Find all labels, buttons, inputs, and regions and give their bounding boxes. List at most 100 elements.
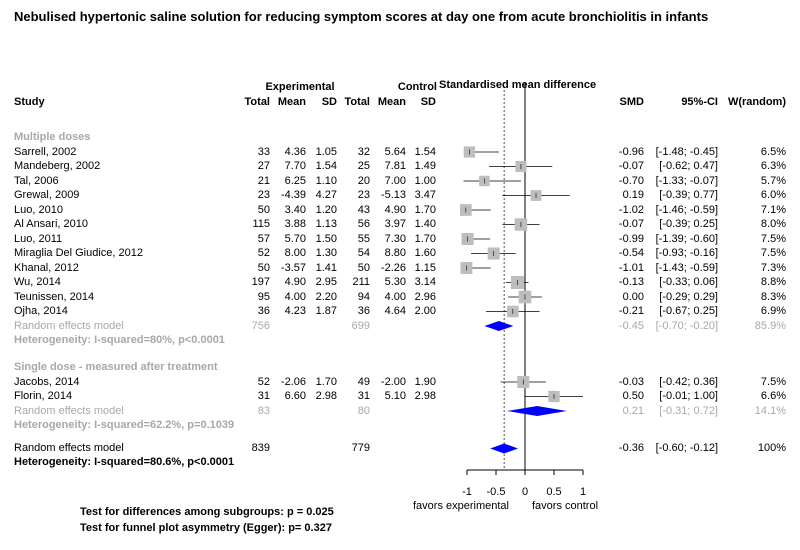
e-total: 23 <box>257 189 270 201</box>
c-total: 25 <box>357 160 370 172</box>
e-total: 95 <box>257 290 270 303</box>
c-sd: 1.90 <box>414 375 436 388</box>
c-sd: 2.00 <box>414 305 436 317</box>
subgroup-diamond <box>507 406 567 416</box>
ci-value: [-1.39; -0.60] <box>655 232 718 245</box>
smd-value: -0.36 <box>618 442 644 454</box>
e-total: 21 <box>257 174 270 187</box>
e-mean: 6.60 <box>284 390 306 402</box>
smd-value: -0.70 <box>618 174 644 187</box>
weight-value: 7.5% <box>760 247 786 259</box>
smd-value: -0.13 <box>618 276 644 288</box>
header-effect: Standardised mean difference <box>439 79 597 91</box>
c-mean: 4.00 <box>384 290 406 303</box>
e-total: 115 <box>252 218 270 230</box>
weight-value: 7.5% <box>760 375 786 388</box>
c-total: 23 <box>357 189 370 201</box>
study-name: Tal, 2006 <box>14 174 59 187</box>
e-mean: 7.70 <box>284 160 306 172</box>
study-name: Luo, 2011 <box>14 232 63 245</box>
ci-value: [-0.93; -0.16] <box>655 247 718 259</box>
c-mean: 3.97 <box>384 218 406 230</box>
e-total: 839 <box>251 442 270 454</box>
header-experimental: Experimental <box>265 81 335 93</box>
e-sd: 2.95 <box>315 276 337 288</box>
ci-value: [-0.31; 0.72] <box>659 404 718 417</box>
e-total: 27 <box>257 160 270 172</box>
header-study: Study <box>14 96 45 108</box>
ci-value: [-0.39; 0.25] <box>659 218 718 230</box>
header-e-sd: SD <box>321 96 337 108</box>
ci-value: [-0.62; 0.47] <box>659 160 718 172</box>
smd-value: -0.99 <box>618 232 644 245</box>
e-sd: 1.13 <box>315 218 337 230</box>
c-sd: 2.98 <box>414 390 436 402</box>
c-mean: 7.30 <box>384 232 406 245</box>
test-subgroups: Test for differences among subgroups: p … <box>80 506 334 518</box>
header-e-total: Total <box>244 96 270 108</box>
pooled-label: Random effects model <box>14 442 124 454</box>
e-sd: 1.20 <box>315 203 337 216</box>
c-total: 94 <box>357 290 370 303</box>
study-name: Grewal, 2009 <box>14 189 80 201</box>
c-sd: 1.54 <box>414 145 436 158</box>
ci-value: [-0.39; 0.77] <box>659 189 718 201</box>
header-c-sd: SD <box>420 96 436 108</box>
ci-value: [-1.48; -0.45] <box>655 145 718 158</box>
heterogeneity: Heterogeneity: I-squared=80%, p<0.0001 <box>14 334 225 346</box>
header-c-total: Total <box>344 96 370 108</box>
weight-value: 6.3% <box>760 160 786 172</box>
smd-value: -1.02 <box>618 203 644 216</box>
e-total: 756 <box>251 319 270 332</box>
header-weight: W(random) <box>727 96 786 108</box>
weight-value: 6.0% <box>760 189 786 201</box>
ci-value: [-0.70; -0.20] <box>655 319 718 332</box>
c-total: 55 <box>357 232 370 245</box>
c-sd: 1.40 <box>414 218 436 230</box>
overall-diamond <box>490 443 519 454</box>
weight-value: 7.3% <box>760 261 786 274</box>
c-total: 80 <box>357 404 370 417</box>
smd-value: -0.45 <box>618 319 644 332</box>
c-sd: 1.00 <box>414 174 436 187</box>
chart-title: Nebulised hypertonic saline solution for… <box>14 9 709 24</box>
header-ci: 95%-CI <box>681 96 718 108</box>
e-mean: -2.06 <box>280 375 306 388</box>
c-total: 779 <box>351 442 370 454</box>
e-sd: 1.10 <box>315 174 337 187</box>
overall-heterogeneity: Heterogeneity: I-squared=80.6%, p<0.0001 <box>14 456 235 468</box>
c-total: 31 <box>357 390 370 402</box>
c-sd: 3.14 <box>414 276 436 288</box>
c-sd: 1.49 <box>414 160 436 172</box>
weight-value: 100% <box>757 442 786 454</box>
e-mean: -4.39 <box>280 189 306 201</box>
smd-value: -0.07 <box>618 160 644 172</box>
smd-value: -0.54 <box>618 247 644 259</box>
c-sd: 1.60 <box>414 247 436 259</box>
c-total: 49 <box>357 375 370 388</box>
x-tick-label: 0.5 <box>546 486 562 498</box>
pooled-label: Random effects model <box>14 404 124 417</box>
c-total: 20 <box>357 174 370 187</box>
smd-value: -0.21 <box>618 305 644 317</box>
c-mean: 5.30 <box>384 276 406 288</box>
e-sd: 1.87 <box>315 305 337 317</box>
x-tick-label: -0.5 <box>486 486 506 498</box>
ci-value: [-0.33; 0.06] <box>659 276 718 288</box>
e-sd: 1.70 <box>315 375 337 388</box>
e-total: 83 <box>257 404 270 417</box>
e-mean: 4.00 <box>284 290 306 303</box>
c-mean: 8.80 <box>384 247 406 259</box>
e-mean: -3.57 <box>280 261 306 274</box>
e-total: 52 <box>257 375 270 388</box>
e-sd: 1.50 <box>315 232 337 245</box>
smd-value: 0.00 <box>622 290 644 303</box>
e-sd: 1.30 <box>315 247 337 259</box>
weight-value: 7.5% <box>760 232 786 245</box>
e-total: 57 <box>257 232 270 245</box>
study-name: Sarrell, 2002 <box>14 145 77 158</box>
subgroup-label: Single dose - measured after treatment <box>14 361 218 373</box>
e-mean: 3.40 <box>284 203 306 216</box>
c-total: 43 <box>357 203 370 216</box>
